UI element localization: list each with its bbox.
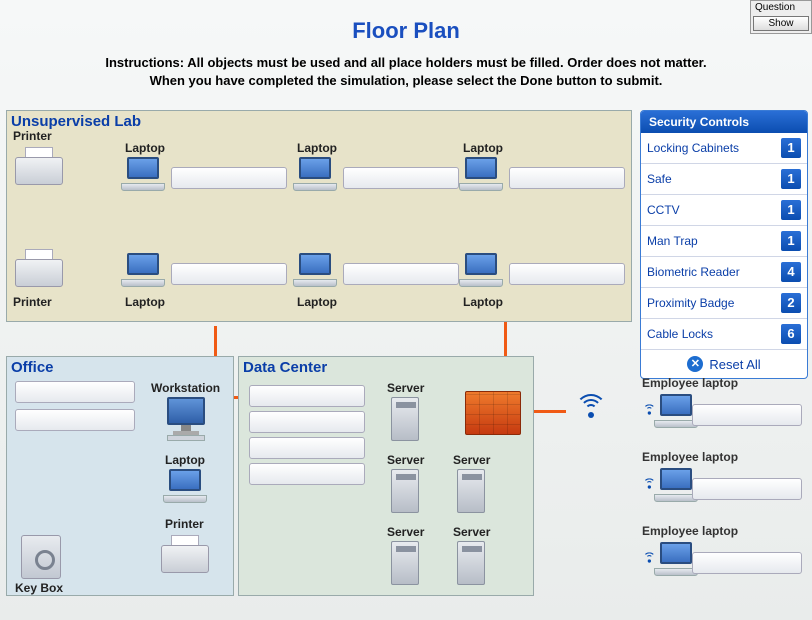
drop-slot[interactable] [15, 409, 135, 431]
device-label: Laptop [463, 141, 503, 155]
drop-slot[interactable] [692, 404, 802, 426]
workstation-icon [163, 397, 209, 441]
drop-slot[interactable] [692, 552, 802, 574]
room-office: Office Workstation Laptop Printer Key Box [6, 356, 234, 596]
device-label: Printer [13, 129, 52, 143]
employee-laptop-label: Employee laptop [642, 376, 738, 390]
security-control-item[interactable]: Man Trap 1 [641, 226, 807, 257]
device-label: Key Box [15, 581, 63, 595]
control-count: 2 [781, 293, 801, 313]
laptop-icon [293, 253, 337, 287]
laptop-icon [459, 157, 503, 191]
device-label: Server [387, 453, 424, 467]
room-title-dc: Data Center [243, 359, 327, 376]
keybox-icon [21, 535, 61, 579]
control-name: Biometric Reader [647, 265, 740, 279]
drop-slot[interactable] [249, 437, 365, 459]
drop-slot[interactable] [249, 411, 365, 433]
firewall-icon [465, 391, 521, 435]
employee-laptop-label: Employee laptop [642, 524, 738, 538]
printer-icon [161, 535, 209, 573]
control-count: 6 [781, 324, 801, 344]
reset-label: Reset All [709, 357, 760, 372]
device-label: Workstation [151, 381, 220, 395]
show-button[interactable]: Show [753, 16, 809, 31]
control-name: Locking Cabinets [647, 141, 739, 155]
panel-title: Security Controls [641, 111, 807, 133]
drop-slot[interactable] [692, 478, 802, 500]
device-label: Laptop [297, 141, 337, 155]
control-count: 1 [781, 231, 801, 251]
question-box: Question Show [750, 0, 812, 34]
page-title: Floor Plan [0, 0, 812, 44]
device-label: Laptop [165, 453, 205, 467]
drop-slot[interactable] [249, 385, 365, 407]
laptop-icon [459, 253, 503, 287]
laptop-icon [293, 157, 337, 191]
control-name: Safe [647, 172, 672, 186]
reset-all-button[interactable]: ✕ Reset All [641, 350, 807, 378]
device-label: Laptop [463, 295, 503, 309]
device-label: Server [387, 525, 424, 539]
laptop-icon [163, 469, 207, 503]
security-control-item[interactable]: Safe 1 [641, 164, 807, 195]
security-control-item[interactable]: Cable Locks 6 [641, 319, 807, 350]
server-icon [457, 541, 485, 585]
control-name: Cable Locks [647, 327, 713, 341]
security-controls-panel: Security Controls Locking Cabinets 1 Safe 1… [640, 110, 808, 379]
control-name: Man Trap [647, 234, 698, 248]
server-icon [391, 469, 419, 513]
drop-slot[interactable] [509, 263, 625, 285]
employee-laptop-label: Employee laptop [642, 450, 738, 464]
device-label: Printer [165, 517, 204, 531]
drop-slot[interactable] [249, 463, 365, 485]
control-count: 1 [781, 200, 801, 220]
question-label: Question [751, 1, 811, 14]
security-control-item[interactable]: Biometric Reader 4 [641, 257, 807, 288]
room-title-office: Office [11, 359, 54, 376]
close-icon: ✕ [687, 356, 703, 372]
server-icon [391, 397, 419, 441]
drop-slot[interactable] [171, 167, 287, 189]
stage: Unsupervised Lab Printer Laptop Laptop Lapt… [6, 110, 806, 614]
device-label: Laptop [125, 141, 165, 155]
laptop-icon [121, 253, 165, 287]
room-data-center: Data Center Server Server Server Server Serv… [238, 356, 534, 596]
drop-slot[interactable] [15, 381, 135, 403]
drop-slot[interactable] [343, 167, 459, 189]
drop-slot[interactable] [509, 167, 625, 189]
security-control-item[interactable]: Proximity Badge 2 [641, 288, 807, 319]
laptop-icon [121, 157, 165, 191]
security-control-item[interactable]: Locking Cabinets 1 [641, 133, 807, 164]
server-icon [457, 469, 485, 513]
device-label: Laptop [125, 295, 165, 309]
drop-slot[interactable] [171, 263, 287, 285]
control-count: 1 [781, 138, 801, 158]
room-unsupervised-lab: Unsupervised Lab Printer Laptop Laptop Lapt… [6, 110, 632, 322]
room-title-lab: Unsupervised Lab [11, 113, 141, 130]
server-icon [391, 541, 419, 585]
device-label: Printer [13, 295, 52, 309]
instructions-text: Instructions: All objects must be used a… [30, 54, 782, 89]
drop-slot[interactable] [343, 263, 459, 285]
device-label: Server [387, 381, 424, 395]
device-label: Server [453, 453, 490, 467]
printer-icon [15, 147, 63, 185]
device-label: Server [453, 525, 490, 539]
wifi-ap-icon [574, 384, 608, 418]
security-control-item[interactable]: CCTV 1 [641, 195, 807, 226]
control-count: 4 [781, 262, 801, 282]
control-name: CCTV [647, 203, 680, 217]
device-label: Laptop [297, 295, 337, 309]
control-name: Proximity Badge [647, 296, 734, 310]
printer-icon [15, 249, 63, 287]
control-count: 1 [781, 169, 801, 189]
